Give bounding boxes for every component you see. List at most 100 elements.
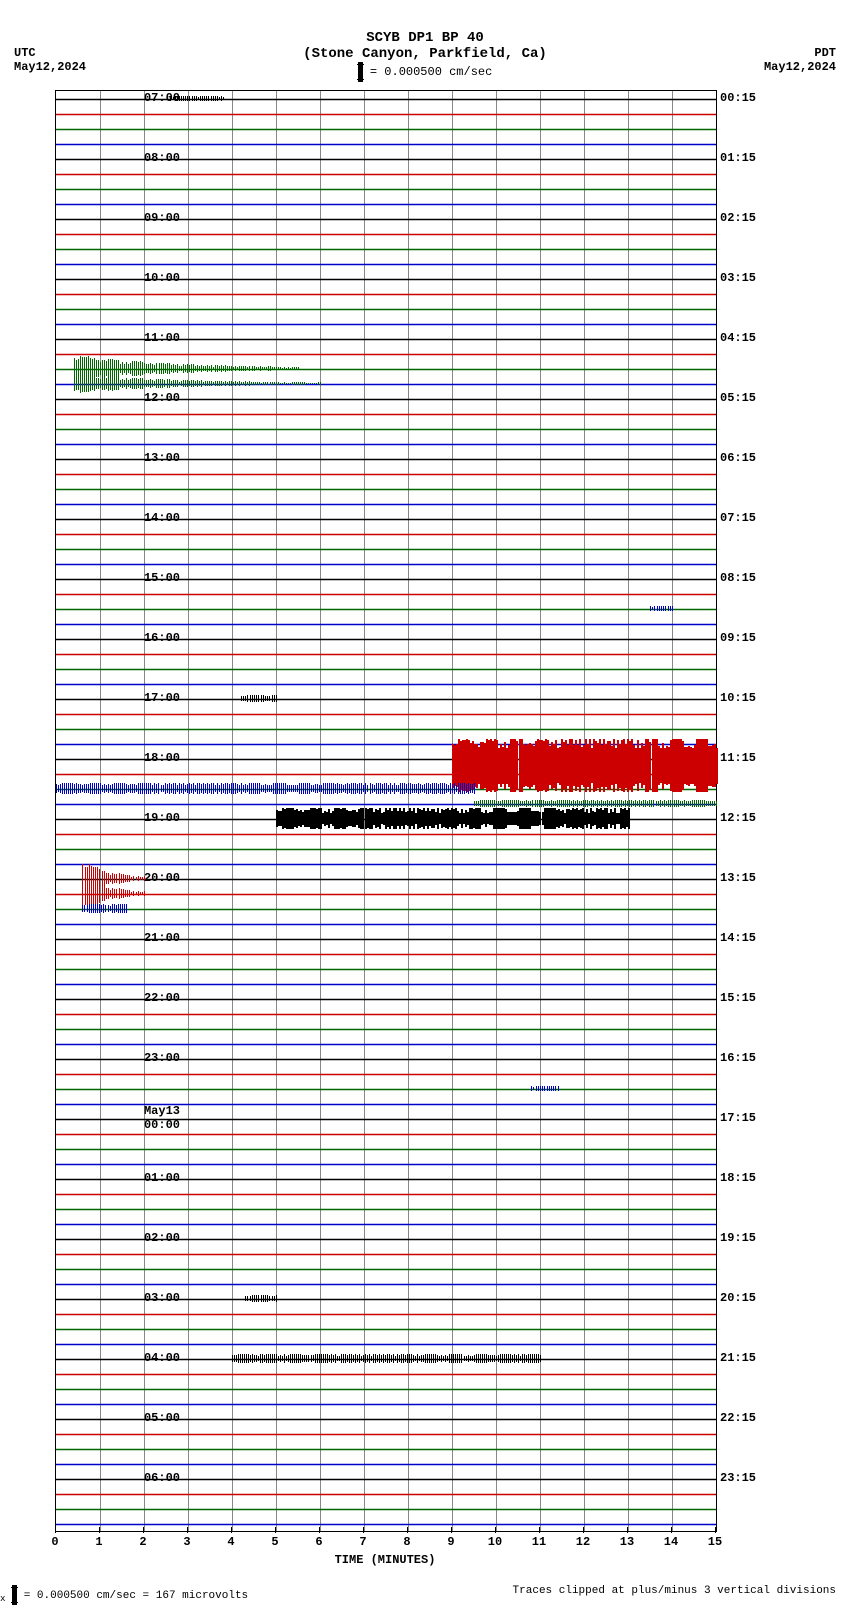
trace-line [56, 1089, 716, 1090]
seismic-event [628, 808, 630, 829]
seismic-event [106, 361, 107, 377]
seismic-event [93, 882, 94, 906]
seismic-event [593, 800, 594, 808]
seismic-event [256, 367, 257, 370]
seismic-event [185, 365, 186, 373]
seismic-event [311, 1355, 312, 1362]
seismic-event [257, 783, 258, 795]
seismic-event [263, 382, 264, 385]
seismic-event [383, 1354, 384, 1364]
utc-time-label: 06:00 [144, 1471, 180, 1485]
seismic-event [611, 800, 612, 808]
seismic-event [225, 381, 226, 386]
trace-line [56, 1344, 716, 1345]
seismic-event [357, 1355, 358, 1362]
seismic-event [664, 800, 665, 806]
seismic-event [583, 800, 584, 808]
seismic-event [240, 1354, 241, 1363]
seismic-event [118, 360, 119, 377]
trace-line [56, 1164, 716, 1165]
seismic-event [653, 800, 654, 808]
trace-line [56, 249, 716, 250]
seismic-event [674, 800, 675, 808]
seismic-event [312, 383, 313, 384]
seismic-event [266, 367, 267, 370]
vgrid-line [672, 91, 673, 1531]
seismic-event [114, 874, 115, 884]
seismic-event [156, 379, 157, 387]
seismic-event [236, 1355, 237, 1362]
seismic-event [82, 905, 83, 912]
xtick-label: 3 [183, 1535, 190, 1549]
seismic-event [405, 1355, 406, 1362]
seismic-event [162, 379, 163, 387]
trace-line [56, 714, 716, 715]
seismic-event [152, 785, 153, 793]
seismic-event [662, 801, 663, 805]
seismic-event [245, 784, 246, 793]
seismic-event [173, 783, 174, 795]
seismic-event [454, 783, 455, 793]
seismic-event [547, 1086, 548, 1092]
pdt-time-label: 19:15 [720, 1231, 756, 1245]
seismic-event [116, 905, 117, 913]
seismic-event [130, 784, 131, 793]
seismic-event [231, 381, 232, 385]
seismic-event [285, 783, 286, 794]
seismic-event [533, 1087, 534, 1091]
seismic-event [123, 874, 124, 883]
seismic-event [547, 801, 548, 806]
seismic-event [698, 800, 699, 808]
seismic-event [468, 1355, 469, 1361]
seismic-event [251, 382, 252, 386]
seismic-event [341, 1354, 342, 1364]
trace-line [56, 414, 716, 415]
seismic-event [549, 801, 550, 807]
seismic-event [528, 801, 529, 805]
seismic-event [278, 1356, 279, 1361]
seismic-event [258, 1356, 259, 1362]
seismic-event [227, 382, 228, 386]
seismic-event [661, 606, 662, 611]
seismic-event [335, 784, 336, 793]
utc-time-label: 23:00 [144, 1051, 180, 1065]
seismic-event [526, 800, 527, 807]
seismic-event [532, 800, 533, 808]
seismic-event [282, 383, 283, 385]
seismic-event [62, 783, 63, 795]
seismic-event [235, 381, 236, 386]
seismic-event [269, 1296, 270, 1302]
seismic-event [177, 785, 178, 793]
seismic-event [315, 1354, 316, 1363]
seismic-event [544, 1086, 545, 1092]
seismic-event [296, 1354, 297, 1363]
trace-line [56, 1464, 716, 1465]
seismic-event [395, 1356, 396, 1361]
xtick-label: 6 [315, 1535, 322, 1549]
seismic-event [142, 892, 143, 895]
seismic-event [700, 800, 701, 808]
utc-time-label: 16:00 [144, 631, 180, 645]
seismic-event [221, 96, 222, 100]
seismic-event [280, 383, 281, 385]
seismic-event [516, 1355, 517, 1362]
seismic-event [270, 1354, 271, 1364]
seismic-event [597, 800, 598, 807]
seismic-event [375, 1354, 376, 1363]
seismic-event [104, 360, 105, 377]
seismic-event [134, 784, 135, 793]
seismic-event [76, 783, 77, 793]
seismic-event [637, 801, 638, 805]
seismic-event [486, 1354, 487, 1364]
seismic-event [461, 1354, 462, 1363]
seismic-event [243, 382, 244, 386]
seismic-event [272, 367, 273, 370]
seismic-event [148, 783, 149, 795]
seismic-event [474, 783, 475, 793]
seismic-event [412, 784, 413, 793]
seismic-event [114, 889, 115, 899]
seismic-event [400, 783, 401, 795]
seismic-event [652, 607, 653, 611]
seismic-event [448, 785, 449, 791]
seismic-event [532, 1354, 533, 1364]
